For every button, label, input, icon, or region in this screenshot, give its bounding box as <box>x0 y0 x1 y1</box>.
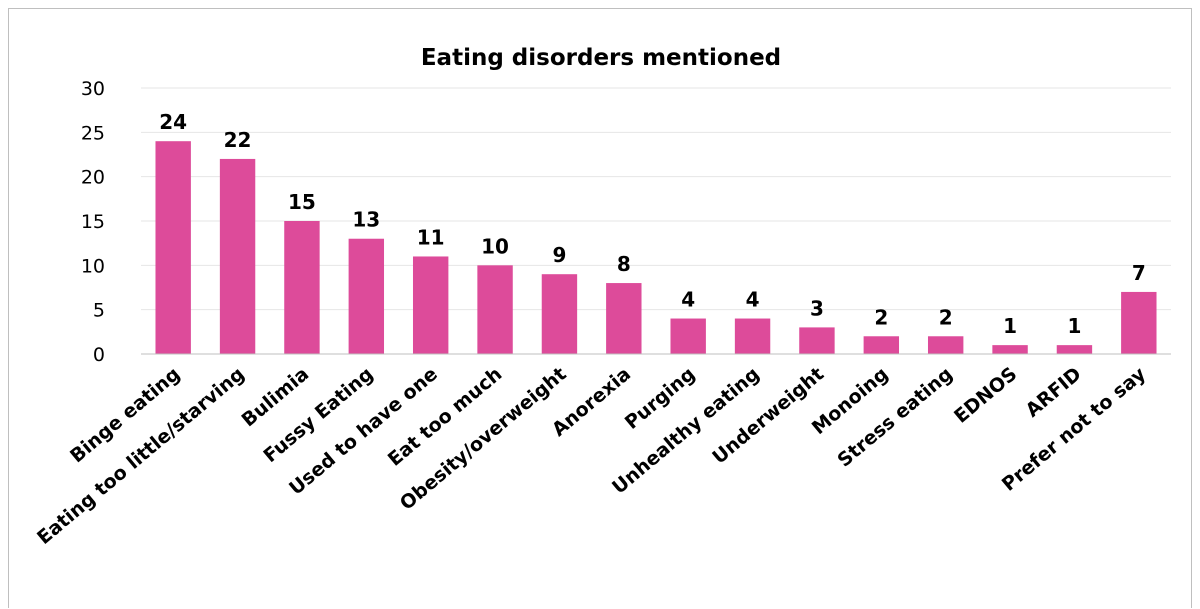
data-label: 4 <box>746 288 760 312</box>
bar <box>477 265 513 354</box>
y-tick-label: 20 <box>81 167 105 189</box>
x-tick-label: Fussy Eating <box>259 363 377 467</box>
data-label: 10 <box>481 234 509 258</box>
data-label: 3 <box>810 296 824 320</box>
y-tick-label: 15 <box>81 211 105 233</box>
chart-title: Eating disorders mentioned <box>421 45 781 71</box>
y-tick-label: 25 <box>81 122 105 144</box>
bar <box>541 274 578 354</box>
bar-chart: Eating disorders mentioned 051015202530 … <box>33 45 1171 549</box>
data-label: 4 <box>681 288 695 312</box>
bar <box>412 256 449 354</box>
data-label: 15 <box>288 190 316 214</box>
chart-frame: Eating disorders mentioned 0 5 10 15 20 25 30 … <box>8 8 1192 608</box>
bar <box>219 158 256 354</box>
data-label: 24 <box>159 110 187 134</box>
bar <box>927 336 964 354</box>
x-tick-label: Stress eating <box>833 363 956 472</box>
bar <box>348 238 385 354</box>
bar <box>155 141 191 354</box>
data-label: 1 <box>1003 314 1017 338</box>
bar <box>734 318 771 354</box>
bar <box>1056 345 1093 354</box>
y-tick-label: 30 <box>81 78 105 100</box>
y-tick-label: 10 <box>81 255 105 277</box>
data-label: 2 <box>874 305 888 329</box>
bar <box>670 318 706 354</box>
bar <box>799 327 835 354</box>
bar <box>863 336 900 354</box>
x-tick-label: Binge eating <box>66 363 184 467</box>
data-label: 7 <box>1132 261 1146 285</box>
x-tick-label: Eat too much <box>384 363 506 471</box>
y-axis-ticks: 0 5 10 15 20 25 30 <box>81 78 105 366</box>
x-tick-label: Underweight <box>708 363 828 469</box>
y-tick-label: 0 <box>93 344 105 366</box>
bar <box>992 345 1028 354</box>
bar <box>284 221 320 354</box>
bars <box>155 141 1157 354</box>
data-label: 9 <box>552 243 566 267</box>
data-label: 22 <box>224 128 252 152</box>
y-tick-label: 5 <box>93 300 105 322</box>
x-tick-label: EDNOS <box>950 363 1021 428</box>
bar <box>1121 291 1157 354</box>
data-label: 8 <box>617 252 631 276</box>
bar <box>606 283 642 354</box>
data-label: 13 <box>352 208 380 232</box>
data-label: 1 <box>1067 314 1081 338</box>
data-label: 2 <box>939 305 953 329</box>
data-label: 11 <box>417 225 445 249</box>
